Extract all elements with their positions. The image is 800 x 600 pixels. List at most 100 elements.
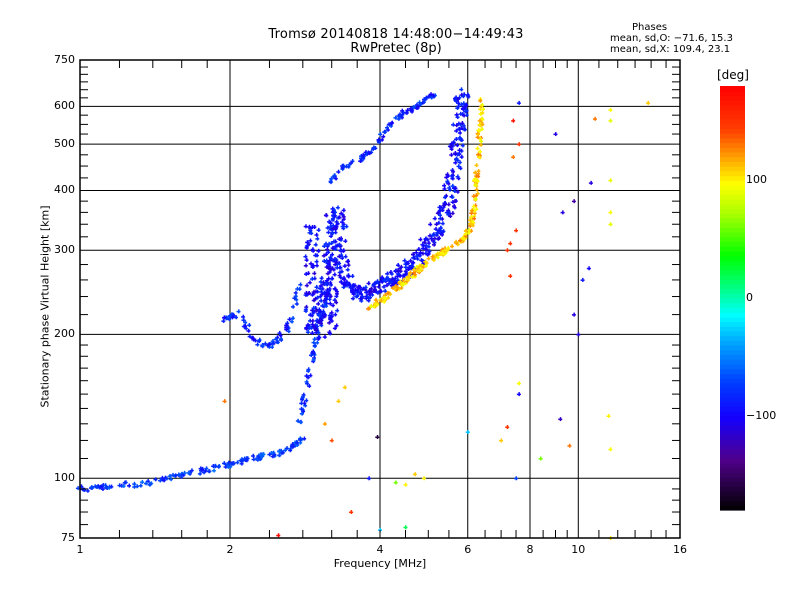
data-point bbox=[203, 468, 208, 473]
data-point bbox=[323, 241, 328, 246]
data-point bbox=[285, 321, 290, 326]
data-point bbox=[477, 136, 482, 141]
data-point bbox=[371, 145, 376, 150]
colorbar-segment bbox=[720, 189, 745, 195]
data-point bbox=[314, 259, 319, 264]
colorbar-segment bbox=[720, 495, 745, 502]
data-point bbox=[368, 304, 373, 309]
data-point bbox=[143, 481, 148, 486]
data-point bbox=[372, 287, 377, 292]
data-point bbox=[457, 130, 462, 135]
data-point bbox=[403, 281, 408, 286]
data-point bbox=[439, 232, 444, 237]
colorbar-segment bbox=[720, 147, 745, 153]
data-point bbox=[314, 330, 319, 335]
data-point bbox=[239, 458, 244, 463]
data-point bbox=[420, 258, 425, 263]
colorbar-segment bbox=[720, 406, 745, 412]
data-point bbox=[339, 269, 344, 274]
data-point bbox=[329, 318, 334, 323]
colorbar-segment bbox=[720, 401, 745, 407]
data-point bbox=[224, 462, 229, 467]
colorbar-segment bbox=[720, 411, 745, 417]
data-point bbox=[290, 442, 295, 447]
data-point bbox=[473, 193, 478, 198]
data-point bbox=[316, 248, 321, 253]
data-point bbox=[322, 258, 327, 263]
data-point bbox=[338, 275, 343, 280]
data-point bbox=[478, 107, 483, 112]
data-point bbox=[344, 279, 349, 284]
data-point bbox=[317, 307, 322, 312]
data-point bbox=[341, 208, 346, 213]
data-point bbox=[341, 248, 346, 253]
data-point bbox=[442, 183, 447, 188]
data-point bbox=[358, 291, 363, 296]
data-point bbox=[293, 293, 298, 298]
data-point bbox=[453, 95, 458, 100]
data-point bbox=[475, 146, 480, 151]
data-point bbox=[357, 285, 362, 290]
data-point bbox=[325, 244, 330, 249]
phases-label: Phases bbox=[632, 22, 668, 33]
data-point bbox=[304, 245, 309, 250]
data-point bbox=[373, 301, 378, 306]
data-point bbox=[333, 230, 338, 235]
data-point bbox=[453, 98, 458, 103]
data-point bbox=[399, 113, 404, 118]
data-point bbox=[402, 258, 407, 263]
data-point bbox=[245, 456, 250, 461]
data-point bbox=[350, 296, 355, 301]
data-point bbox=[304, 373, 309, 378]
data-point bbox=[423, 237, 428, 242]
data-point bbox=[475, 179, 480, 184]
data-point bbox=[472, 211, 477, 216]
data-point bbox=[276, 533, 281, 538]
colorbar-tick-label: −100 bbox=[746, 408, 777, 422]
data-point bbox=[437, 205, 442, 210]
data-point bbox=[426, 240, 431, 245]
data-point bbox=[360, 153, 365, 158]
data-point bbox=[338, 211, 343, 216]
data-point bbox=[412, 472, 417, 477]
data-point bbox=[586, 266, 591, 271]
data-point bbox=[385, 271, 390, 276]
data-point bbox=[398, 268, 403, 273]
data-point bbox=[340, 281, 345, 286]
data-point bbox=[345, 267, 350, 272]
colorbar-segment bbox=[720, 180, 745, 186]
data-point bbox=[398, 266, 403, 271]
data-point bbox=[608, 210, 613, 215]
data-point bbox=[516, 381, 521, 386]
data-point bbox=[334, 300, 339, 305]
data-point bbox=[419, 258, 424, 263]
data-point bbox=[346, 281, 351, 286]
data-point bbox=[260, 454, 265, 459]
colorbar-segment bbox=[720, 444, 745, 450]
data-point bbox=[457, 160, 462, 165]
data-point bbox=[441, 229, 446, 234]
data-point bbox=[464, 228, 469, 233]
data-point bbox=[466, 230, 471, 235]
data-point bbox=[366, 281, 371, 286]
data-point bbox=[412, 255, 417, 260]
data-point bbox=[371, 288, 376, 293]
data-point bbox=[413, 269, 418, 274]
data-point bbox=[247, 323, 252, 328]
data-point bbox=[451, 140, 456, 145]
data-point bbox=[328, 316, 333, 321]
data-point bbox=[342, 277, 347, 282]
colorbar-segment bbox=[720, 265, 745, 271]
data-point bbox=[347, 162, 352, 167]
data-point bbox=[298, 420, 303, 425]
data-point bbox=[401, 277, 406, 282]
data-point bbox=[476, 174, 481, 179]
data-point bbox=[311, 310, 316, 315]
data-point bbox=[217, 464, 222, 469]
data-point bbox=[426, 244, 431, 249]
colorbar-segment bbox=[720, 283, 745, 290]
data-point bbox=[476, 171, 481, 176]
data-point bbox=[327, 288, 332, 293]
data-point bbox=[439, 247, 444, 252]
data-point bbox=[263, 341, 268, 346]
